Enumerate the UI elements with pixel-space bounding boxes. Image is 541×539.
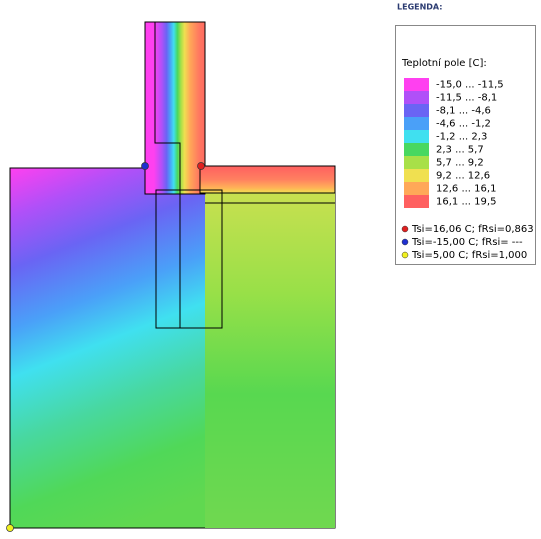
legend-label: -4,6 ... -1,2	[436, 119, 491, 130]
legend-swatch	[404, 117, 429, 130]
slab	[199, 165, 336, 194]
legend-label: 2,3 ... 5,7	[436, 145, 484, 156]
legend-swatch	[404, 91, 429, 104]
legend-swatch	[404, 195, 429, 208]
legend-label: 9,2 ... 12,6	[436, 171, 490, 182]
legend-swatch	[404, 78, 429, 91]
field	[9, 21, 336, 529]
point-marker	[197, 162, 205, 170]
legend-dot	[401, 238, 409, 246]
legend-swatch	[404, 104, 429, 117]
legend-swatch	[404, 156, 429, 169]
legend-label: 5,7 ... 9,2	[436, 158, 484, 169]
layer-line	[154, 22, 181, 190]
legend-dot	[401, 251, 409, 259]
ground-right	[205, 193, 335, 528]
wall	[144, 21, 206, 195]
legend-heading: LEGENDA:	[397, 3, 442, 12]
legend-label: Tsi=5,00 C; fRsi=1,000	[411, 250, 527, 261]
legend-label: 16,1 ... 19,5	[436, 197, 496, 208]
legend-label: Tsi=16,06 C; fRsi=0,863	[411, 224, 534, 235]
point-marker	[6, 524, 14, 532]
point-marker	[141, 162, 149, 170]
legend-label: -15,0 ... -11,5	[436, 80, 504, 91]
legend-title: Teplotní pole [C]:	[401, 57, 487, 69]
legend-label: 12,6 ... 16,1	[436, 184, 496, 195]
foundation-outline	[155, 189, 223, 329]
legend-label: -8,1 ... -4,6	[436, 106, 491, 117]
legend-swatch	[404, 143, 429, 156]
legend-label: -1,2 ... 2,3	[436, 132, 487, 143]
legend-label: -11,5 ... -8,1	[436, 93, 497, 104]
legend-dot	[401, 225, 409, 233]
legend: -15,0 ... -11,5 -11,5 ... -8,1 -8,1 ... -4…	[401, 78, 534, 261]
legend-swatch	[404, 130, 429, 143]
legend-swatch	[404, 182, 429, 195]
legend-swatch	[404, 169, 429, 182]
legend-label: Tsi=-15,00 C; fRsi= ---	[411, 237, 523, 248]
